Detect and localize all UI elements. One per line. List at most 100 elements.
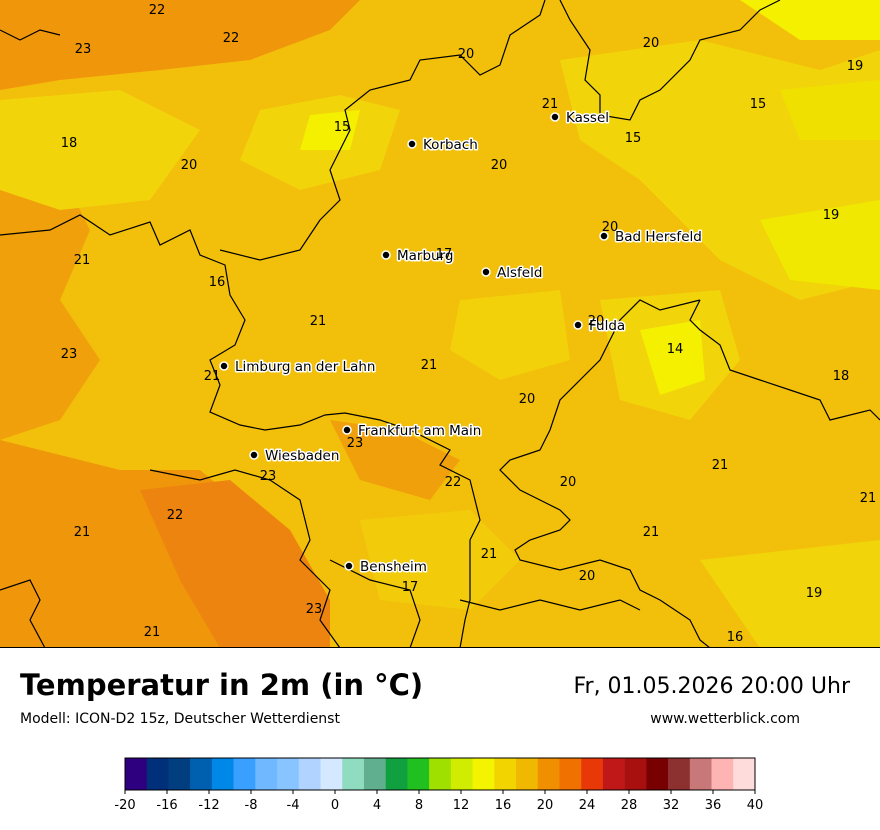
temperature-value: 21: [643, 525, 660, 540]
temperature-value: 20: [588, 314, 605, 329]
legend-label: -16: [156, 798, 177, 813]
legend-swatch: [581, 758, 604, 790]
legend-label: 16: [495, 798, 512, 813]
city-dot: [550, 112, 560, 122]
legend-swatch: [733, 758, 756, 790]
city-dot: [342, 425, 352, 435]
legend-label: 24: [579, 798, 596, 813]
legend-label: 4: [373, 798, 381, 813]
legend-swatch: [450, 758, 473, 790]
city-limburg-an-der-lahn: Limburg an der Lahn: [219, 358, 377, 377]
legend-label: -12: [198, 798, 219, 813]
map-title: Temperatur in 2m (in °C): [20, 668, 424, 702]
legend-swatch: [168, 758, 191, 790]
legend-swatch: [711, 758, 734, 790]
temperature-value: 15: [625, 131, 642, 146]
legend-swatch: [190, 758, 213, 790]
temperature-value: 22: [223, 31, 240, 46]
temperature-value: 23: [75, 42, 92, 57]
legend-label: -8: [245, 798, 258, 813]
city-dot: [219, 361, 229, 371]
legend-swatch: [624, 758, 647, 790]
city-label: Frankfurt am Main: [358, 423, 481, 439]
city-dot: [481, 267, 491, 277]
city-dot: [599, 231, 609, 241]
temperature-value: 16: [209, 275, 226, 290]
temperature-value: 21: [74, 525, 91, 540]
city-label: Alsfeld: [497, 265, 542, 281]
legend-swatch: [668, 758, 691, 790]
temperature-value: 23: [61, 347, 78, 362]
city-dot: [344, 561, 354, 571]
temperature-value: 20: [491, 158, 508, 173]
color-legend: -20 -16 -12 -8 -4 0 4 8 12 16 20 24 28 32 36 40: [114, 757, 763, 813]
legend-swatch: [342, 758, 365, 790]
temperature-value: 20: [458, 47, 475, 62]
city-bad-hersfeld: Bad Hersfeld: [599, 228, 703, 247]
legend-label: 28: [621, 798, 638, 813]
city-marburg: Marburg: [381, 247, 455, 266]
legend-swatch: [146, 758, 169, 790]
temperature-value: 22: [149, 3, 166, 18]
legend-swatch: [537, 758, 560, 790]
city-label: Limburg an der Lahn: [235, 359, 375, 375]
forecast-datetime: Fr, 01.05.2026 20:00 Uhr: [573, 674, 850, 699]
temperature-value: 20: [519, 392, 536, 407]
legend-labels: -20 -16 -12 -8 -4 0 4 8 12 16 20 24 28 32 36 40: [114, 790, 763, 813]
temperature-value: 20: [560, 475, 577, 490]
borders: [0, 0, 880, 648]
legend-swatch: [602, 758, 625, 790]
temperature-value: 18: [833, 369, 850, 384]
city-dot: [407, 139, 417, 149]
city-label: Bad Hersfeld: [615, 229, 702, 245]
legend-label: -20: [114, 798, 135, 813]
city-label: Marburg: [397, 248, 453, 264]
city-alsfeld: Alsfeld: [481, 264, 544, 283]
temperature-value: 21: [542, 97, 559, 112]
temperature-map: Kassel Korbach Bad Hersfeld Marburg Alsfeld F…: [0, 0, 880, 648]
legend-swatch: [363, 758, 386, 790]
city-fulda: Fulda: [573, 317, 627, 336]
temperature-value: 21: [74, 253, 91, 268]
temperature-value: 16: [727, 630, 744, 645]
temperature-value: 17: [402, 580, 419, 595]
city-label: Korbach: [423, 137, 478, 153]
legend-swatch: [233, 758, 256, 790]
temperature-value: 21: [481, 547, 498, 562]
temperature-value: 22: [445, 475, 462, 490]
city-kassel: Kassel: [550, 109, 611, 128]
temperature-value: 19: [806, 586, 823, 601]
legend-swatch: [277, 758, 300, 790]
legend-label: 32: [663, 798, 680, 813]
temperature-value: 15: [750, 97, 767, 112]
legend-swatch: [472, 758, 495, 790]
temperature-values: 22 22 23 20 20 19 21 15 15 15 18 20 20 19 20 17 21 16 21 20…: [61, 3, 877, 645]
legend-frame: [124, 757, 756, 791]
city-markers: Kassel Korbach Bad Hersfeld Marburg Alsfeld F…: [219, 109, 703, 577]
temperature-value: 23: [306, 602, 323, 617]
temperature-value: 21: [712, 458, 729, 473]
website-link[interactable]: www.wetterblick.com: [650, 711, 800, 727]
legend-swatch: [689, 758, 712, 790]
temperature-value: 21: [144, 625, 161, 640]
temperature-zones: [0, 0, 880, 648]
city-frankfurt-am-main: Frankfurt am Main: [342, 422, 483, 441]
temperature-value: 19: [847, 59, 864, 74]
city-wiesbaden: Wiesbaden: [249, 447, 341, 466]
city-label: Bensheim: [360, 559, 427, 575]
city-label: Fulda: [589, 318, 625, 334]
city-label: Kassel: [566, 110, 609, 126]
legend-label: 12: [453, 798, 470, 813]
temperature-value: 22: [167, 508, 184, 523]
city-dot: [249, 450, 259, 460]
temperature-value: 17: [436, 247, 453, 262]
legend-label: 40: [747, 798, 764, 813]
temperature-value: 20: [643, 36, 660, 51]
temperature-value: 19: [823, 208, 840, 223]
legend-label: -4: [287, 798, 300, 813]
legend-swatch: [125, 758, 148, 790]
temperature-value: 21: [421, 358, 438, 373]
city-dot: [381, 250, 391, 260]
temperature-value: 21: [860, 491, 877, 506]
temperature-value: 20: [181, 158, 198, 173]
